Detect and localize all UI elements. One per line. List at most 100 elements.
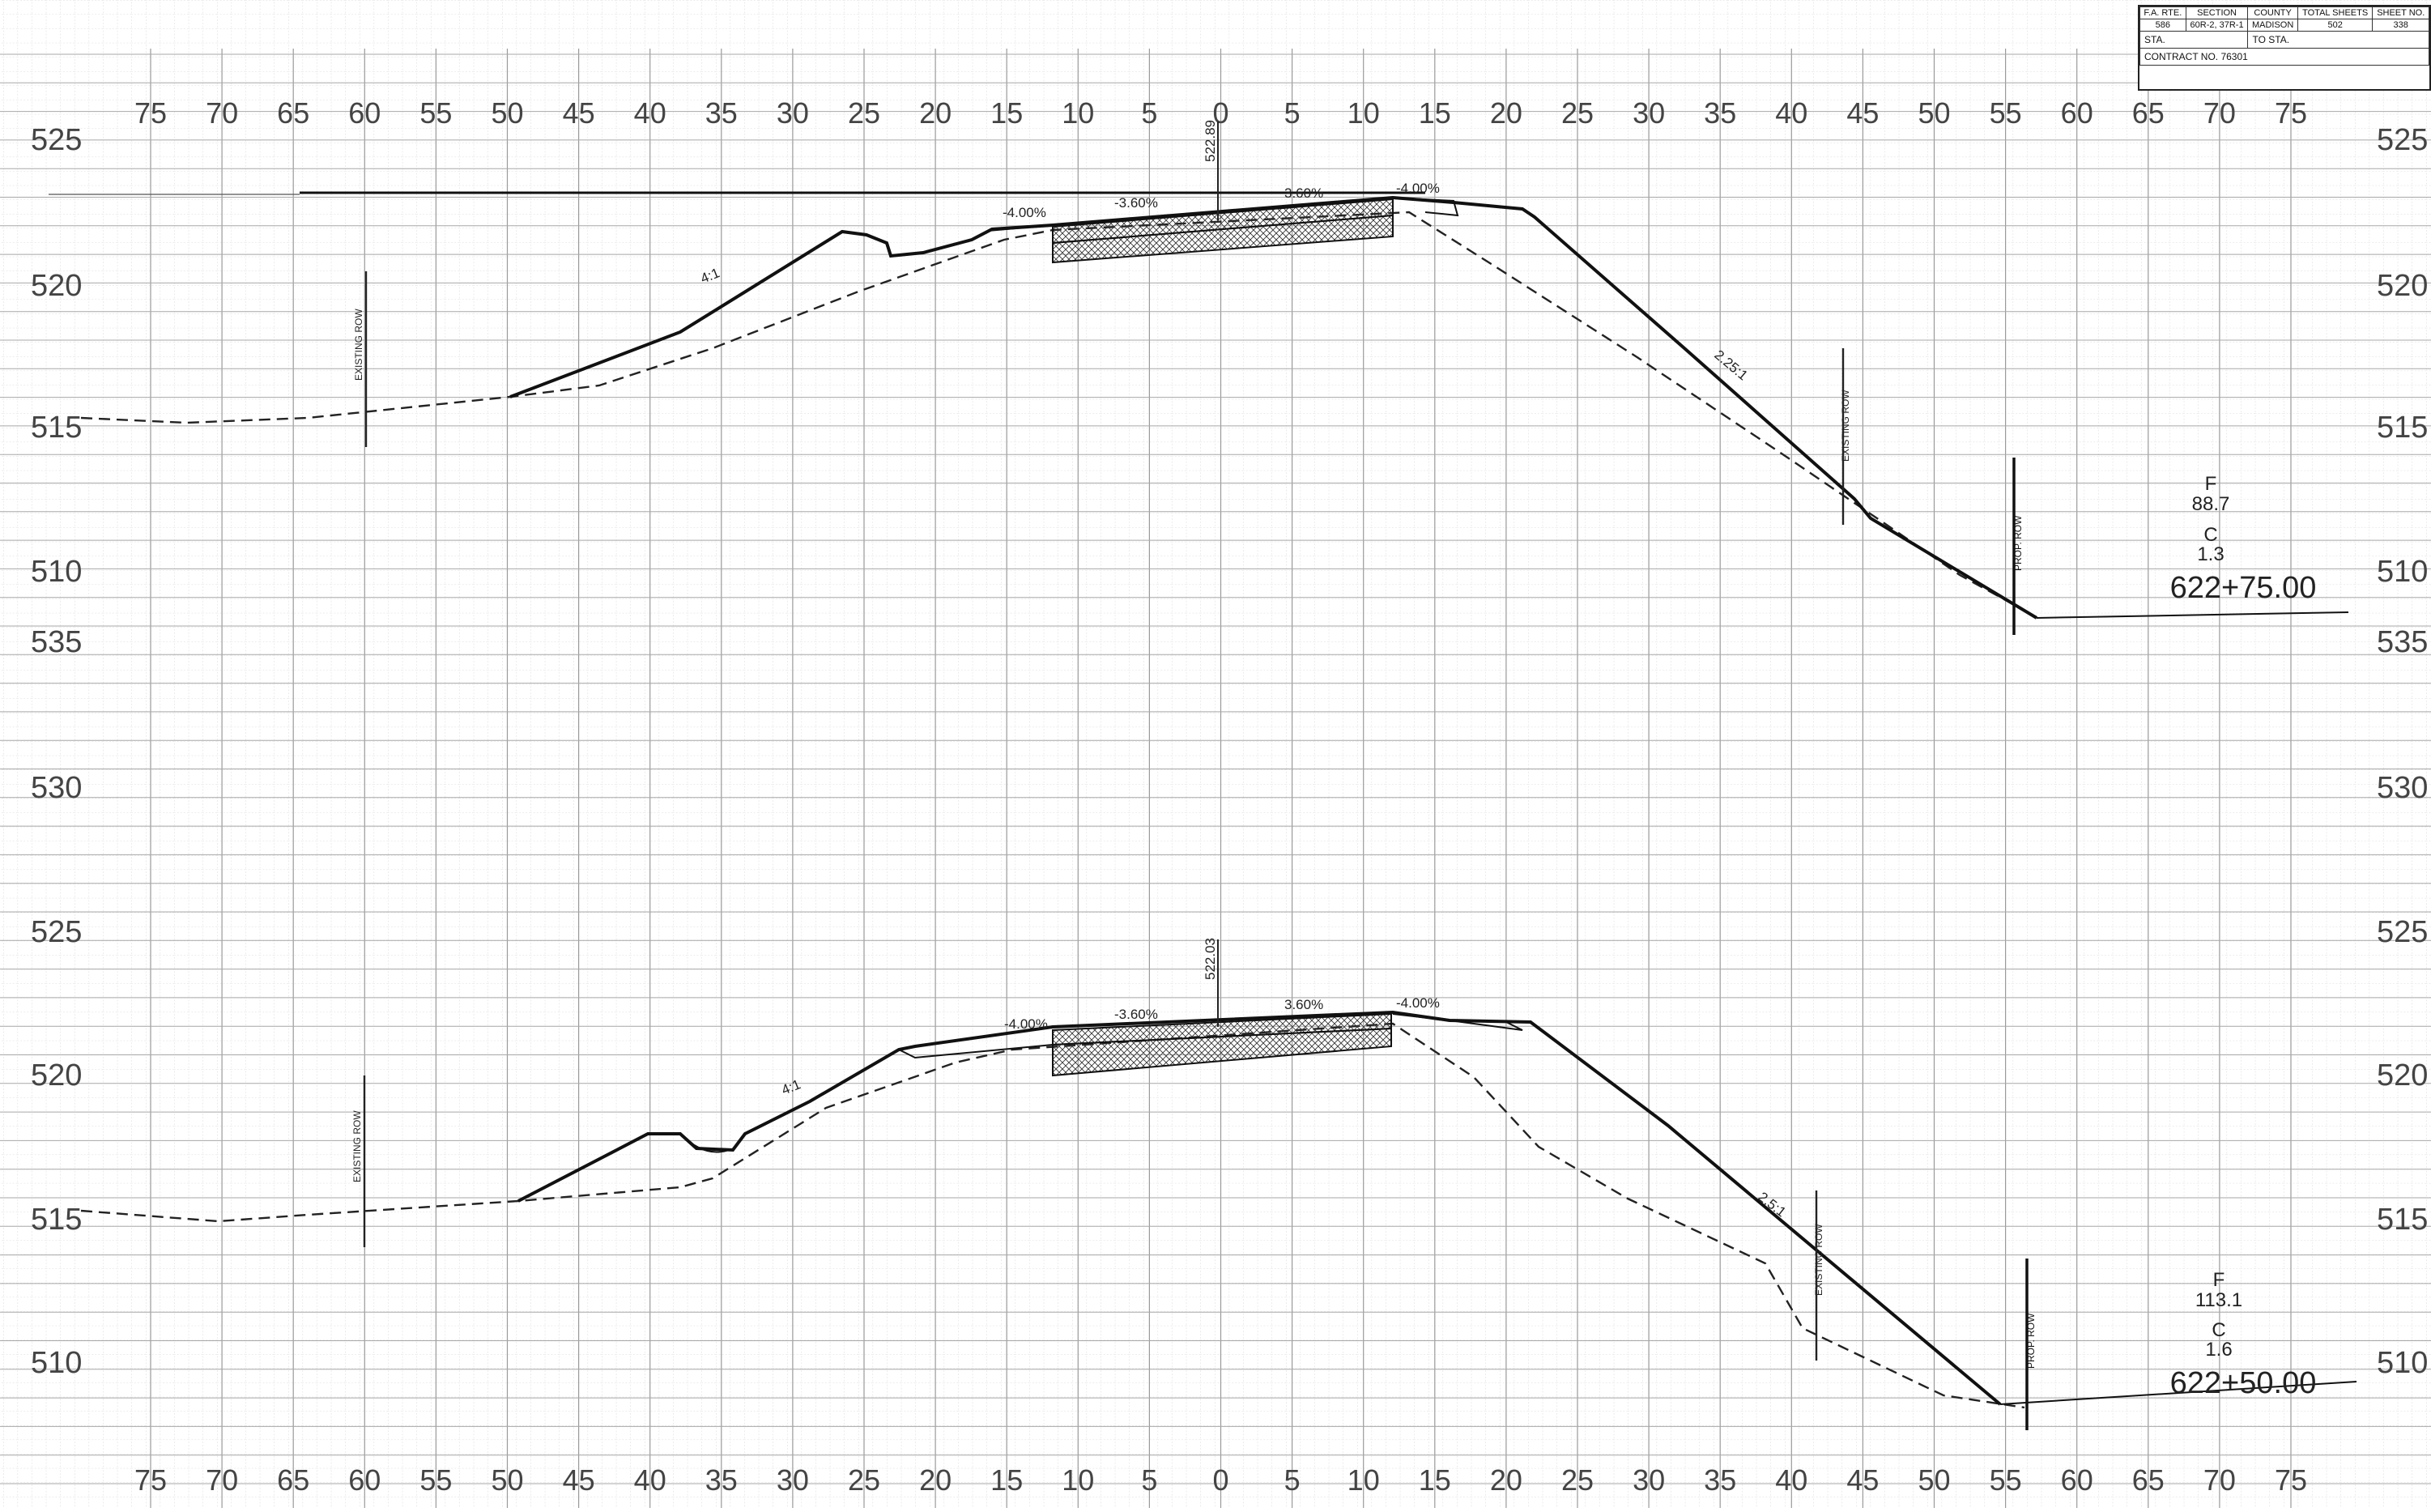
proposed-row-label: PROP. ROW [2012, 515, 2024, 571]
station-label: 622+75.00 [2170, 571, 2317, 605]
offset-tick-label: 45 [1846, 1463, 1879, 1497]
offset-scale-bottom: 75 70 65 60 55 50 45 40 35 30 25 20 15 10 5 0 5 10 15 20 25 3… [134, 1463, 2307, 1497]
offset-tick-label: 55 [1990, 96, 2022, 130]
elev-left-530-s2: 530 [31, 771, 82, 805]
offset-tick-label: 15 [1419, 96, 1451, 130]
elev-right-535: 535 [2377, 625, 2428, 659]
fill-value: 113.1 [2195, 1289, 2242, 1311]
offset-tick-label: 15 [990, 96, 1023, 130]
offset-tick-label: 20 [1490, 96, 1522, 130]
slope-label-4: -4.00% [1396, 995, 1440, 1011]
proposed-row-label: PROP. ROW [2025, 1313, 2037, 1369]
offset-tick-label: 30 [1633, 96, 1665, 130]
title-value-county: MADISON [2247, 19, 2298, 32]
offset-tick-label: 70 [206, 96, 238, 130]
elev-left-510-s2: 510 [31, 1346, 82, 1380]
elev-right-525-s1: 525 [2377, 123, 2428, 157]
offset-tick-label: 0 [1212, 96, 1228, 130]
elev-right-520-s1: 520 [2377, 269, 2428, 303]
offset-tick-label: 50 [1918, 1463, 1950, 1497]
title-contract: CONTRACT NO. 76301 [2139, 48, 2429, 66]
elev-right-515-s2: 515 [2377, 1203, 2428, 1237]
elev-right-510-s1: 510 [2377, 555, 2428, 589]
offset-tick-label: 50 [491, 1463, 523, 1497]
offset-tick-label: 65 [277, 1463, 309, 1497]
right-shoulder [1392, 197, 1459, 217]
title-header-section: SECTION [2185, 6, 2249, 19]
elev-left-525-s2: 525 [31, 915, 82, 949]
offset-tick-label: 25 [1561, 1463, 1594, 1497]
offset-tick-label: 10 [1062, 96, 1094, 130]
slope-label-1: -4.00% [1003, 205, 1046, 220]
offset-tick-label: 25 [848, 1463, 880, 1497]
existing-row-label-left: EXISTING ROW [351, 1110, 363, 1182]
slope-label-3: 3.60% [1284, 185, 1323, 201]
offset-tick-label: 15 [1419, 1463, 1451, 1497]
left-shoulder [987, 224, 1054, 232]
right-ground-line [2036, 611, 2349, 619]
fill-label: F [2205, 473, 2217, 495]
elev-left-520-s2: 520 [31, 1058, 82, 1092]
offset-tick-label: 5 [1141, 1463, 1157, 1497]
elev-left-510-s1: 510 [31, 555, 82, 589]
existing-ground-line [80, 1022, 2025, 1409]
offset-tick-label: 55 [1990, 1463, 2022, 1497]
offset-tick-label: 75 [2275, 1463, 2307, 1497]
offset-tick-label: 45 [1846, 96, 1879, 130]
offset-tick-label: 30 [777, 96, 809, 130]
section-622-75: 522.89 -4.00% -3.60% 3.60% -4.00% 4:1 2.… [49, 120, 2349, 635]
title-block: F.A. RTE. SECTION COUNTY TOTAL SHEETS SH… [2138, 5, 2431, 91]
base-course-hatch [1052, 214, 1394, 264]
existing-ground-line [80, 211, 2037, 619]
offset-tick-label: 55 [419, 96, 452, 130]
cut-value: 1.3 [2197, 543, 2224, 565]
elev-left-525-s1: 525 [31, 123, 82, 157]
offset-tick-label: 20 [919, 1463, 952, 1497]
base-course-hatch [1052, 1027, 1392, 1077]
offset-tick-label: 35 [705, 96, 738, 130]
offset-tick-label: 0 [1212, 1463, 1228, 1497]
offset-tick-label: 60 [348, 96, 381, 130]
right-ground-line [1999, 1381, 2357, 1405]
offset-tick-label: 75 [2275, 96, 2307, 130]
offset-tick-label: 40 [634, 96, 666, 130]
elev-right-510-s2: 510 [2377, 1346, 2428, 1380]
offset-tick-label: 60 [348, 1463, 381, 1497]
cut-value: 1.6 [2205, 1339, 2232, 1361]
offset-tick-label: 70 [206, 1463, 238, 1497]
title-header-sheet: SHEET NO. [2372, 6, 2429, 19]
slope-label-2: -3.60% [1114, 195, 1158, 211]
offset-tick-label: 45 [563, 1463, 595, 1497]
elev-right-530-s2: 530 [2377, 771, 2428, 805]
offset-tick-label: 30 [1633, 1463, 1665, 1497]
existing-row-label-left: EXISTING ROW [353, 309, 364, 381]
offset-tick-label: 40 [1775, 1463, 1807, 1497]
existing-row-label-right: EXISTING ROW [1840, 390, 1851, 462]
offset-tick-label: 65 [277, 96, 309, 130]
fill-label: F [2213, 1269, 2225, 1291]
offset-tick-label: 10 [1347, 1463, 1380, 1497]
elev-left-520-s1: 520 [31, 269, 82, 303]
title-header-total: TOTAL SHEETS [2297, 6, 2374, 19]
elev-left-515-s1: 515 [31, 411, 82, 445]
title-header-county: COUNTY [2247, 6, 2298, 19]
ditch-curve [679, 1133, 730, 1153]
cut-label: C [2203, 524, 2217, 546]
slope-label-3: 3.60% [1284, 997, 1323, 1012]
offset-tick-label: 35 [705, 1463, 738, 1497]
slope-label-4: -4.00% [1396, 181, 1440, 196]
offset-tick-label: 75 [134, 1463, 167, 1497]
centerline-elevation: 522.03 [1203, 938, 1218, 980]
slope-label-2: -3.60% [1114, 1007, 1158, 1022]
title-header-rte: F.A. RTE. [2139, 6, 2186, 19]
offset-tick-label: 20 [1490, 1463, 1522, 1497]
offset-tick-label: 50 [1918, 96, 1950, 130]
elev-right-525-s2: 525 [2377, 915, 2428, 949]
cut-label: C [2212, 1319, 2225, 1341]
section-622-50: 522.03 -4.00% -3.60% 3.60% -4.00% 4:1 2.… [80, 938, 2357, 1430]
station-label: 622+50.00 [2170, 1366, 2317, 1400]
offset-tick-label: 5 [1284, 1463, 1301, 1497]
